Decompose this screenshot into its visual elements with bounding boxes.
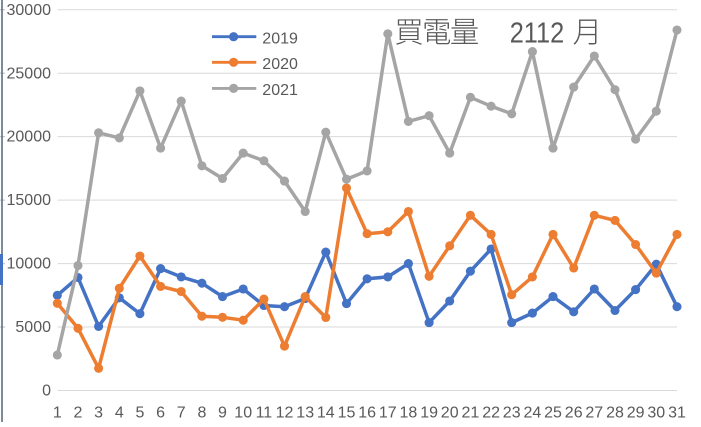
svg-text:2: 2 bbox=[74, 405, 83, 422]
svg-text:7: 7 bbox=[177, 405, 186, 422]
svg-text:23: 23 bbox=[503, 405, 521, 422]
svg-text:16: 16 bbox=[358, 405, 376, 422]
svg-text:29: 29 bbox=[627, 405, 645, 422]
svg-text:31: 31 bbox=[668, 405, 686, 422]
svg-text:5: 5 bbox=[135, 405, 144, 422]
svg-text:18: 18 bbox=[400, 405, 418, 422]
svg-text:17: 17 bbox=[379, 405, 397, 422]
svg-text:19: 19 bbox=[420, 405, 438, 422]
svg-text:2019: 2019 bbox=[262, 30, 298, 47]
svg-text:10: 10 bbox=[234, 405, 252, 422]
svg-text:27: 27 bbox=[585, 405, 603, 422]
svg-text:20: 20 bbox=[441, 405, 459, 422]
svg-text:8: 8 bbox=[197, 405, 206, 422]
svg-text:1: 1 bbox=[53, 405, 62, 422]
svg-text:13: 13 bbox=[296, 405, 314, 422]
svg-text:25: 25 bbox=[544, 405, 562, 422]
svg-text:4: 4 bbox=[115, 405, 124, 422]
svg-text:22: 22 bbox=[482, 405, 500, 422]
svg-text:12: 12 bbox=[276, 405, 294, 422]
svg-text:5000: 5000 bbox=[15, 319, 51, 336]
svg-text:20000: 20000 bbox=[7, 129, 52, 146]
svg-text:15: 15 bbox=[338, 405, 356, 422]
svg-text:14: 14 bbox=[317, 405, 335, 422]
svg-text:2112: 2112 bbox=[510, 18, 565, 50]
svg-text:6: 6 bbox=[156, 405, 165, 422]
svg-text:10000: 10000 bbox=[7, 256, 52, 273]
svg-text:30000: 30000 bbox=[7, 2, 52, 19]
svg-text:9: 9 bbox=[218, 405, 227, 422]
svg-text:2021: 2021 bbox=[262, 82, 298, 99]
svg-text:15000: 15000 bbox=[7, 192, 52, 209]
svg-text:28: 28 bbox=[606, 405, 624, 422]
svg-text:3: 3 bbox=[94, 405, 103, 422]
svg-text:30: 30 bbox=[647, 405, 665, 422]
svg-text:21: 21 bbox=[462, 405, 480, 422]
svg-text:24: 24 bbox=[524, 405, 542, 422]
svg-text:25000: 25000 bbox=[7, 65, 52, 82]
svg-text:2020: 2020 bbox=[262, 56, 298, 73]
svg-text:26: 26 bbox=[565, 405, 583, 422]
svg-text:0: 0 bbox=[42, 383, 51, 400]
svg-text:11: 11 bbox=[256, 405, 273, 422]
